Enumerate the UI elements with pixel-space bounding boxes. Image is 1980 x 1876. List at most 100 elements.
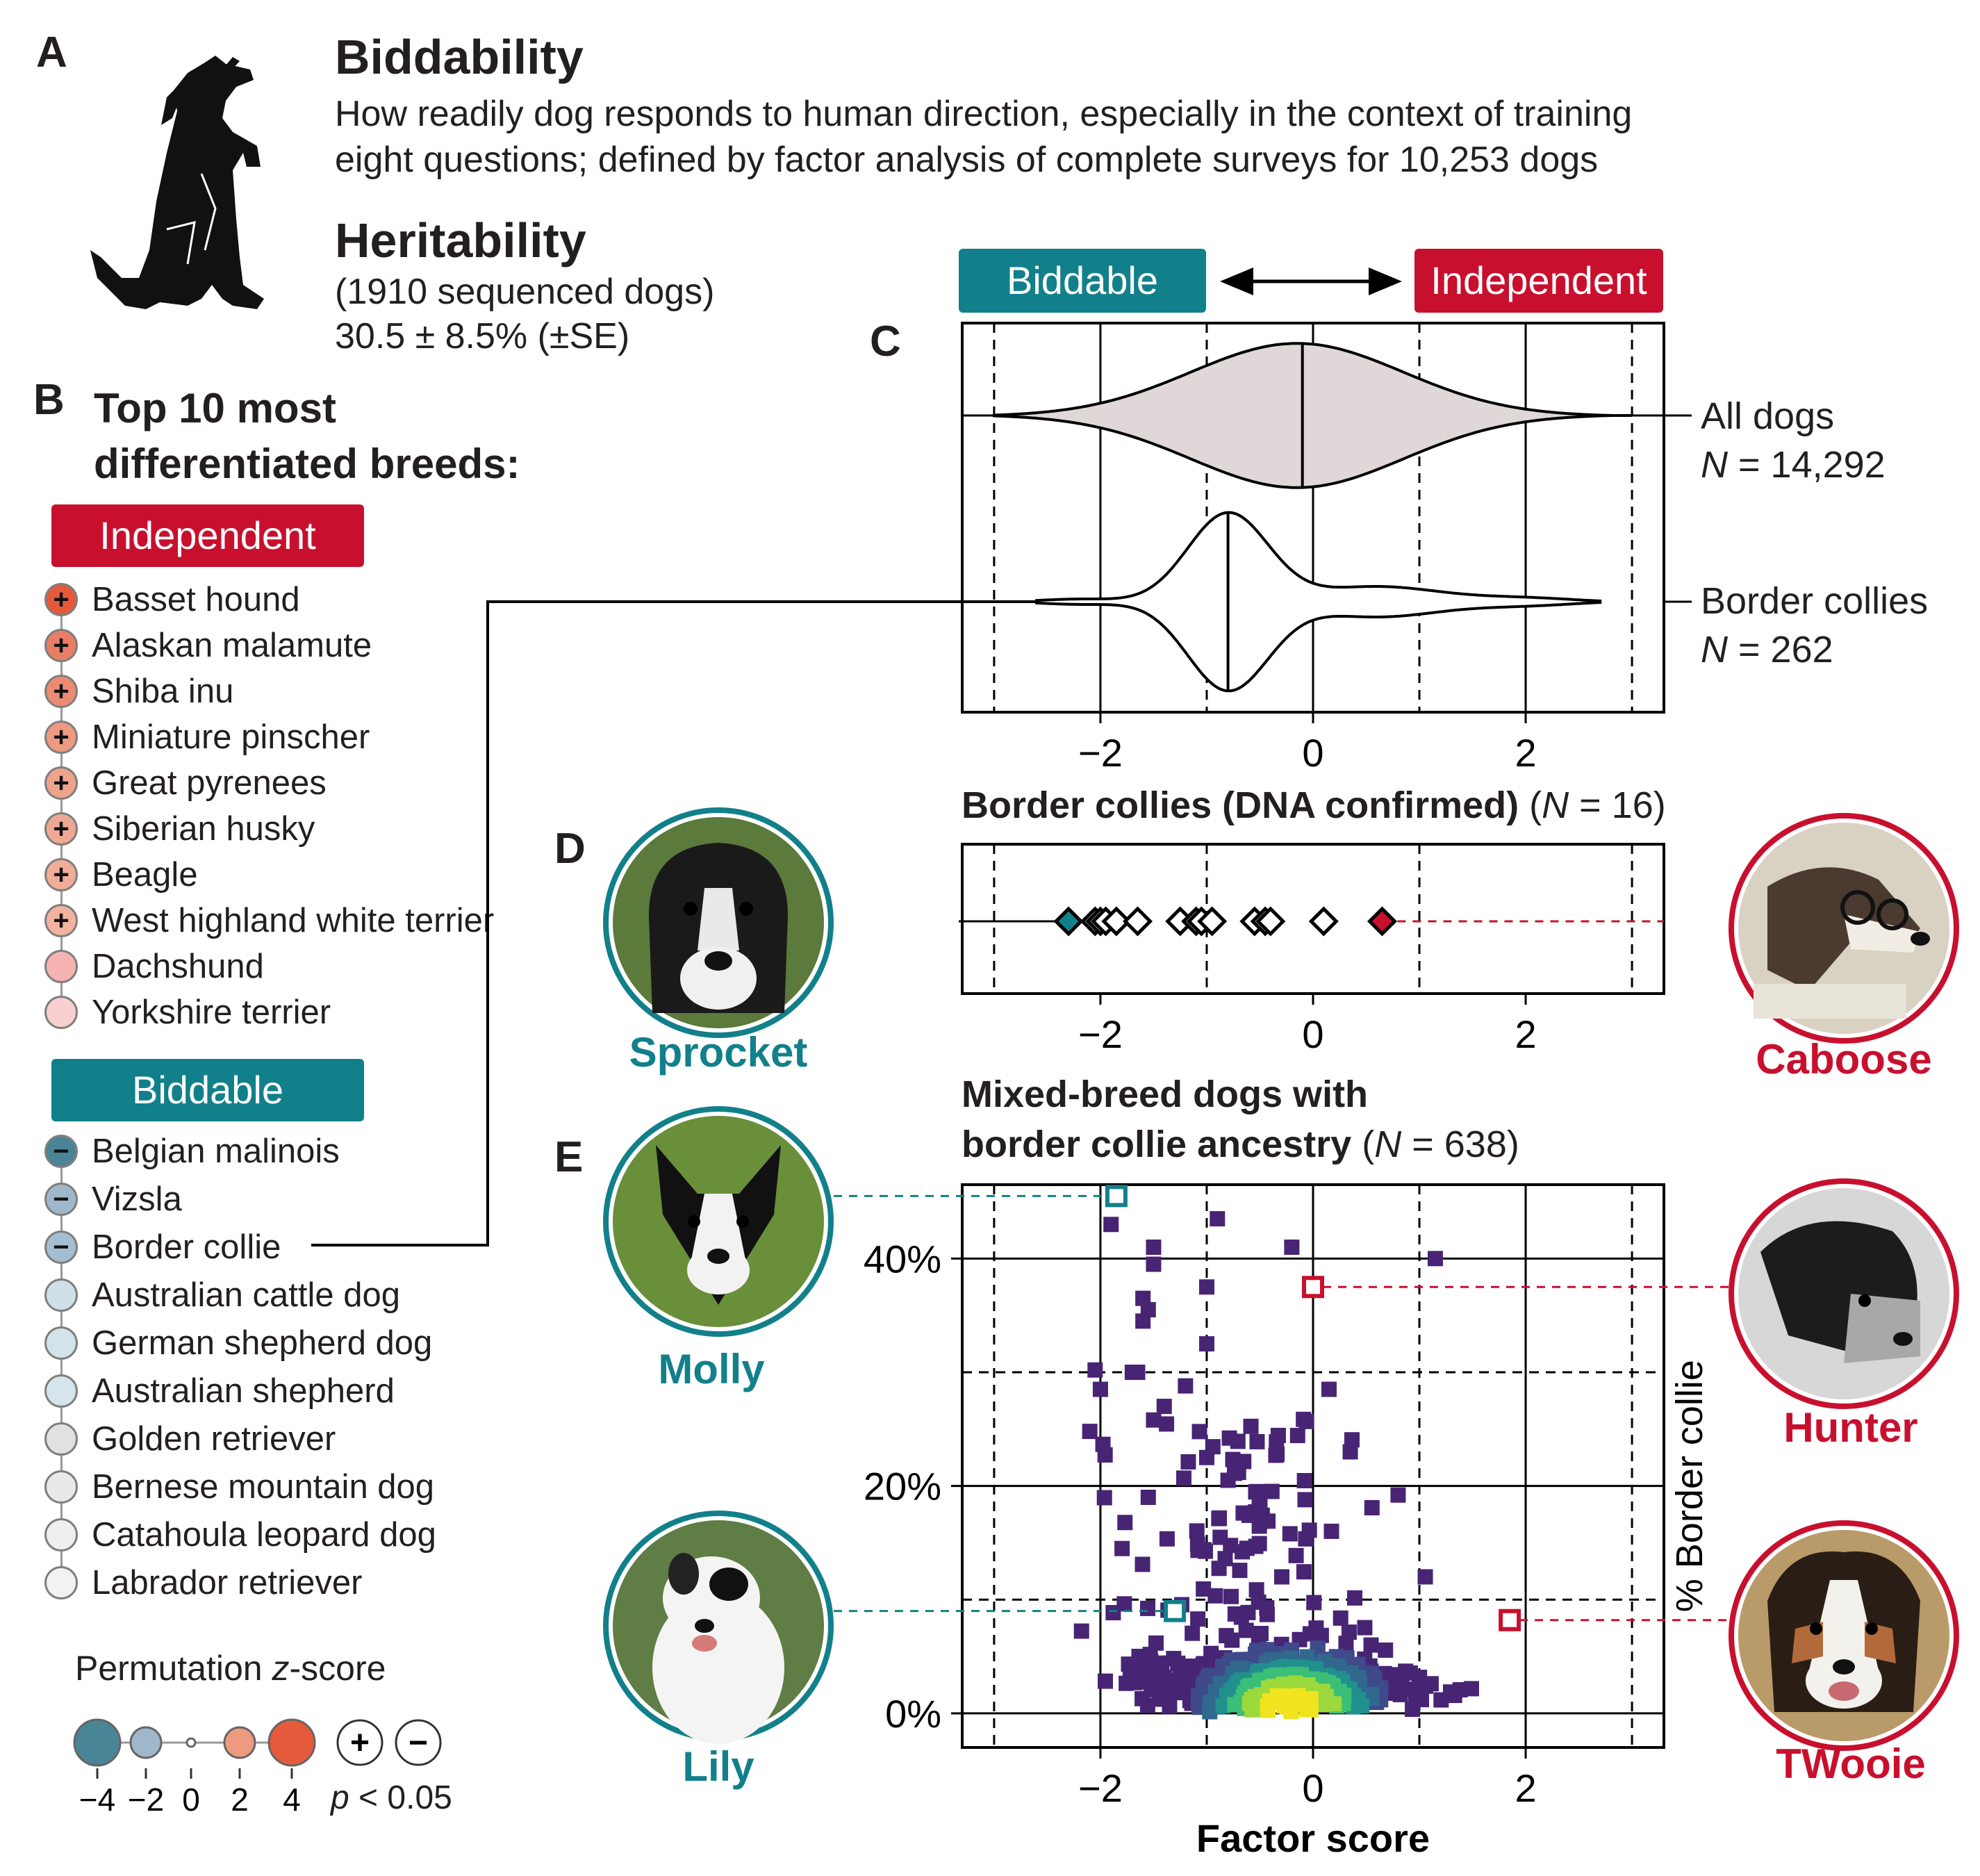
data-point <box>1207 1588 1223 1604</box>
breed-row: − Border collie <box>44 1224 281 1270</box>
data-point <box>1122 906 1153 937</box>
data-point <box>1346 1590 1362 1606</box>
breed-row: Bernese mountain dog <box>44 1464 434 1510</box>
hunter-name: Hunter <box>1783 1404 1918 1451</box>
breed-row: + Miniature pinscher <box>44 714 370 760</box>
panel-e-title-line1: Mixed-breed dogs with <box>962 1073 1369 1115</box>
data-point <box>1223 1588 1239 1604</box>
data-point <box>1357 1620 1373 1636</box>
molly-name: Molly <box>658 1346 765 1392</box>
breed-row: − Belgian malinois <box>44 1128 340 1174</box>
data-point <box>1233 1609 1249 1625</box>
zscore-dot: − <box>44 1183 78 1216</box>
data-point <box>1251 1518 1267 1534</box>
data-point <box>1146 1412 1162 1428</box>
heritability-subtitle: (1910 sequenced dogs) <box>335 272 715 312</box>
breed-name: Australian cattle dog <box>92 1276 400 1314</box>
zscore-dot <box>44 1326 78 1360</box>
data-point <box>1269 1434 1285 1450</box>
zscore-dot <box>44 1470 78 1504</box>
data-point <box>1367 906 1398 937</box>
zscore-dot <box>44 1278 78 1312</box>
biddable-badge: Biddable <box>51 1059 364 1121</box>
data-point <box>1308 906 1339 937</box>
data-point <box>1087 1362 1103 1378</box>
hunter-photo <box>1729 1178 1959 1409</box>
border-collie-strip-chart: −2 0 2 <box>959 843 1665 1056</box>
breed-name: Bernese mountain dog <box>92 1468 435 1506</box>
breed-name: Great pyrenees <box>92 764 327 802</box>
breed-row: German shepherd dog <box>44 1320 432 1366</box>
zscore-dot: + <box>44 904 78 937</box>
data-point <box>1248 1582 1264 1598</box>
y-tick-label: 0% <box>885 1692 941 1736</box>
x-tick-label: 0 <box>1302 1012 1323 1056</box>
breed-row: + Shiba inu <box>44 668 233 714</box>
data-point <box>1284 1240 1300 1255</box>
zscore-dot: + <box>44 629 78 662</box>
panel-c-letter: C <box>870 318 901 365</box>
data-point <box>1117 1515 1133 1531</box>
breed-name: Alaskan malamute <box>92 627 372 664</box>
zscore-dot: + <box>44 721 78 754</box>
x-tick-label: −2 <box>1078 1012 1123 1056</box>
zscore-dot: + <box>44 766 78 800</box>
data-point <box>1159 1531 1175 1547</box>
all-dogs-n: N = 14,292 <box>1701 444 1886 486</box>
data-point <box>1073 1623 1089 1639</box>
y-tick-label: 40% <box>864 1237 941 1281</box>
panel-b-letter: B <box>33 376 65 424</box>
data-point <box>1082 1424 1098 1440</box>
zscore-dot: − <box>44 1231 78 1264</box>
breed-name: Belgian malinois <box>92 1133 340 1170</box>
legend-tick: 4 <box>283 1782 301 1813</box>
all-dogs-violin <box>992 342 1633 489</box>
data-point <box>1189 1523 1205 1539</box>
data-point <box>1198 1336 1214 1352</box>
breed-row: Golden retriever <box>44 1416 336 1462</box>
x-tick-label: −2 <box>1078 731 1123 775</box>
data-point <box>1298 1531 1314 1547</box>
legend-pvalue: p < 0.05 <box>331 1779 452 1816</box>
data-point <box>1230 1433 1246 1449</box>
breeds-title-line2: differentiated breeds: <box>94 441 520 487</box>
legend-circle-neg2 <box>129 1726 163 1759</box>
data-point <box>1053 906 1084 937</box>
breed-name: West highland white terrier <box>92 902 495 939</box>
breed-name: Dachshund <box>92 948 264 985</box>
data-point <box>1342 1444 1358 1460</box>
zscore-dot <box>44 1374 78 1408</box>
zscore-dot <box>44 1518 78 1552</box>
x-axis-label: Factor score <box>1196 1816 1430 1860</box>
zscore-dot: + <box>44 675 78 708</box>
data-point <box>1127 1675 1143 1690</box>
data-point <box>1249 1433 1265 1449</box>
breed-row: Labrador retriever <box>44 1560 362 1606</box>
data-point <box>1288 1547 1304 1563</box>
breed-name: Miniature pinscher <box>92 718 370 756</box>
breed-name: Australian shepherd <box>92 1372 395 1410</box>
data-point <box>1210 1211 1226 1227</box>
data-point <box>1114 1540 1130 1556</box>
mixed-breed-scatter-chart: 0% 20% 40% −2 0 2 Factor score % Border collie <box>834 1183 1730 1860</box>
molly-photo <box>603 1106 834 1337</box>
data-point <box>1197 906 1228 937</box>
zscore-dot <box>44 996 78 1029</box>
data-point <box>1338 1636 1354 1652</box>
lily-name: Lily <box>682 1743 754 1790</box>
legend-circle-pos2 <box>223 1726 256 1759</box>
data-point <box>1344 1432 1360 1448</box>
breed-row: − Vizsla <box>44 1176 182 1222</box>
data-point <box>1417 1569 1433 1585</box>
data-point <box>1191 1424 1207 1440</box>
panel-d-letter: D <box>554 825 586 873</box>
data-point <box>1140 1490 1156 1505</box>
data-point <box>1296 1564 1312 1580</box>
data-point <box>1198 1279 1214 1295</box>
y-axis-label: % Border collie <box>1669 1360 1710 1612</box>
zscore-dot <box>44 1422 78 1456</box>
data-point <box>1159 1416 1175 1432</box>
highlighted-point <box>1164 1599 1187 1622</box>
legend-circle-zero <box>185 1737 197 1748</box>
data-point <box>1211 1561 1227 1577</box>
